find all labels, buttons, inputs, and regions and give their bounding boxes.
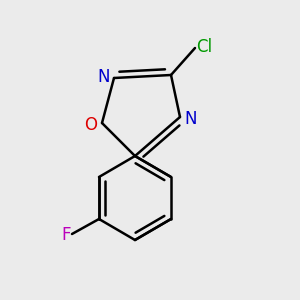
Text: N: N xyxy=(184,110,197,128)
Text: O: O xyxy=(85,116,98,134)
Text: Cl: Cl xyxy=(196,38,213,56)
Text: N: N xyxy=(97,68,110,85)
Text: F: F xyxy=(61,226,70,244)
